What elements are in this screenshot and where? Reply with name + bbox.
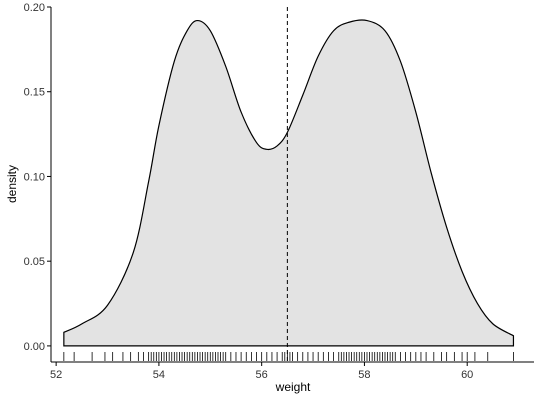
y-axis-title: density [5,165,19,203]
x-tick-label: 60 [461,369,473,381]
density-line [63,19,515,347]
y-tick-label: 0.00 [24,341,45,353]
x-tick-label: 58 [358,369,370,381]
y-tick-label: 0.05 [24,256,45,268]
density-curve-group [63,19,515,347]
y-axis-ticks: 0.00 0.05 0.10 0.15 0.20 [24,2,51,353]
rug-marks [63,352,514,361]
x-tick-label: 52 [50,369,62,381]
y-tick-label: 0.20 [24,2,45,14]
y-tick-label: 0.15 [24,87,45,99]
x-tick-label: 54 [153,369,165,381]
y-tick-label: 0.10 [24,171,45,183]
x-axis-ticks: 52 54 56 58 60 [50,362,473,381]
x-tick-label: 56 [256,369,268,381]
density-area [63,19,514,346]
x-axis-title: weight [275,380,311,394]
